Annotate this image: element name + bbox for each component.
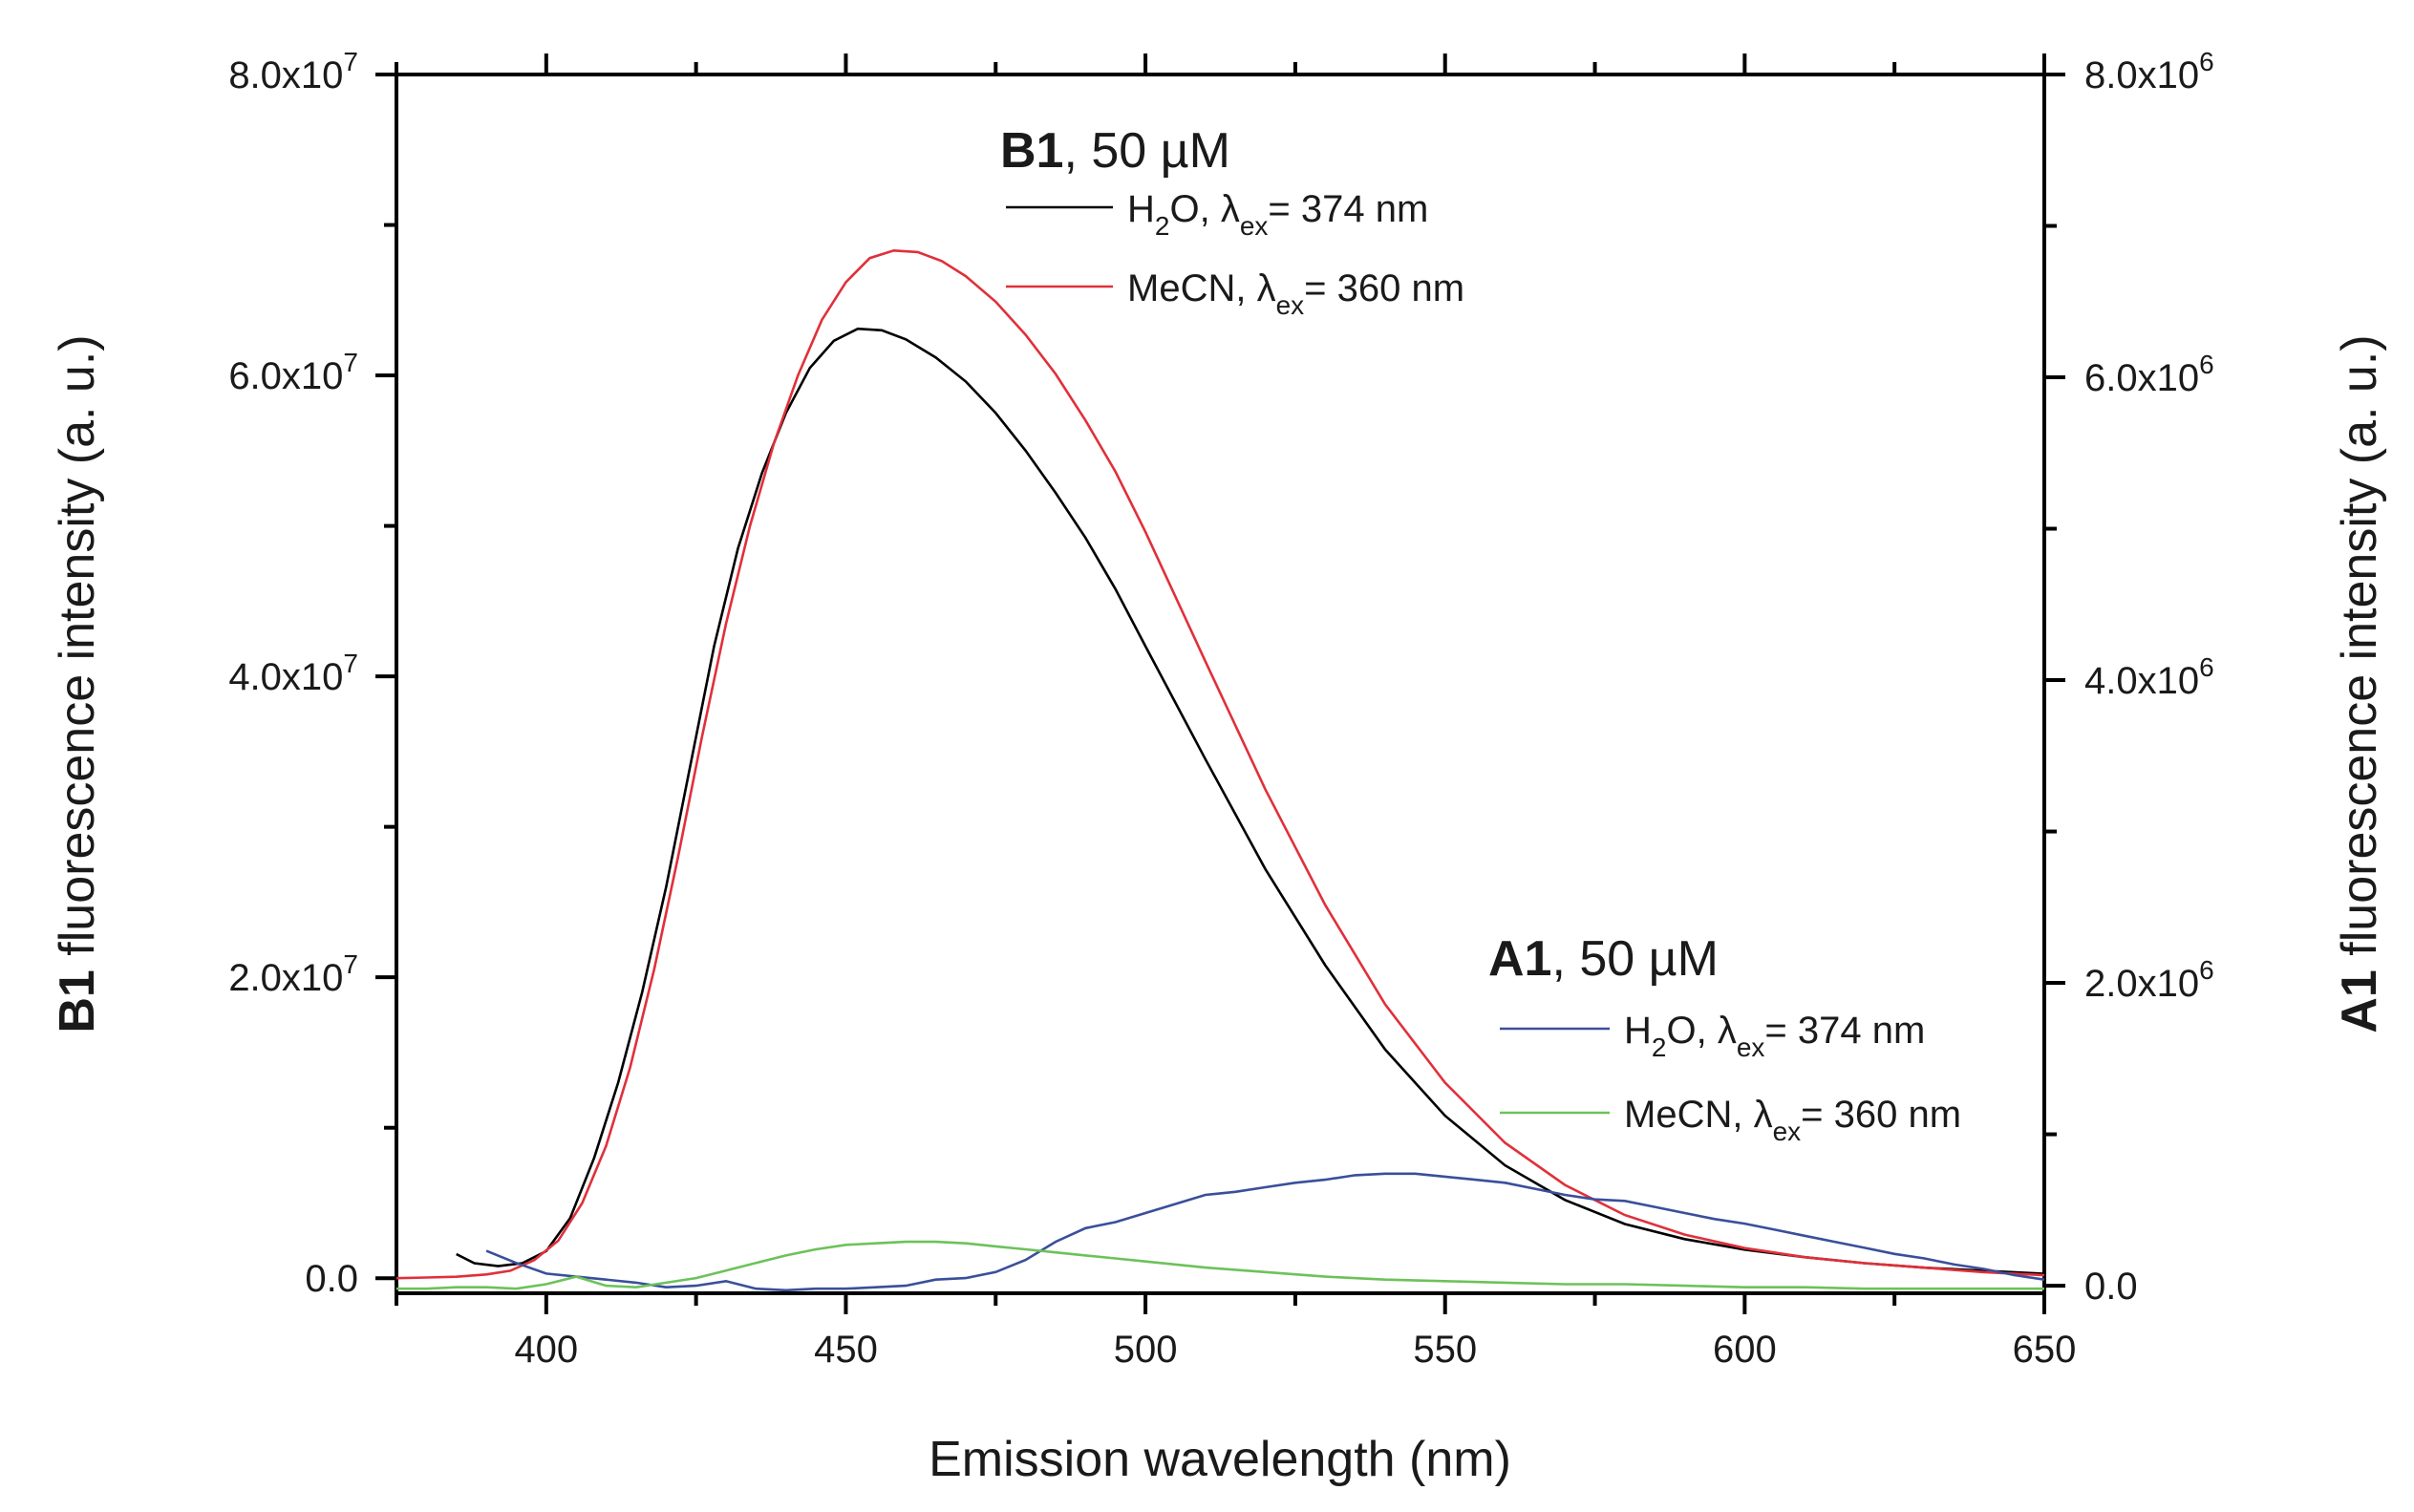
legend-a1-mecn-label: MeCN, λex= 360 nm xyxy=(1624,1094,1961,1146)
legend-b1-h2o-label: H2O, λex= 374 nm xyxy=(1127,188,1428,241)
x-tick-label: 550 xyxy=(1413,1329,1477,1371)
legend-a1-title: A1, 50 µM xyxy=(1488,931,1719,987)
y-left-tick-label: 4.0x107 xyxy=(228,649,358,698)
y-right-tick-label: 6.0x106 xyxy=(2084,350,2214,399)
y-left-tick-label: 8.0x107 xyxy=(228,47,358,96)
y-left-tick-label: 2.0x107 xyxy=(228,949,358,999)
legend-a1-h2o-label: H2O, λex= 374 nm xyxy=(1624,1010,1925,1062)
x-tick-label: 650 xyxy=(2013,1329,2077,1371)
x-tick-label: 400 xyxy=(514,1329,578,1371)
plot-frame xyxy=(395,73,2046,1295)
series-line-a1-mecn xyxy=(396,1240,2044,1290)
x-axis-ticks: 400 450 500 550 600 650 xyxy=(395,53,2077,1371)
series-group xyxy=(395,248,2045,1292)
legend-b1-mecn-label: MeCN, λex= 360 nm xyxy=(1127,267,1464,320)
x-tick-label: 500 xyxy=(1114,1329,1178,1371)
x-axis-title: Emission wavelength (nm) xyxy=(929,1432,1511,1487)
y-right-tick-label: 2.0x106 xyxy=(2084,955,2214,1005)
y-right-axis-ticks: 0.0 2.0x106 4.0x106 6.0x106 8.0x106 xyxy=(2044,47,2214,1308)
plot-area xyxy=(395,73,2046,1295)
legend-b1-title: B1, 50 µM xyxy=(1000,123,1230,179)
y-left-tick-label: 6.0x107 xyxy=(228,348,358,397)
y-right-tick-label: 8.0x106 xyxy=(2084,47,2214,96)
x-tick-label: 600 xyxy=(1713,1329,1777,1371)
legend-b1: B1, 50 µM H2O, λex= 374 nm MeCN, λex= 36… xyxy=(1000,123,1464,320)
x-tick-label: 450 xyxy=(814,1329,878,1371)
legend-a1: A1, 50 µM H2O, λex= 374 nm MeCN, λex= 36… xyxy=(1488,931,1961,1146)
y-left-axis-title: B1 fluorescence intensity (a. u.) xyxy=(50,334,105,1033)
y-left-tick-label: 0.0 xyxy=(305,1258,358,1300)
y-right-tick-label: 4.0x106 xyxy=(2084,652,2214,702)
series-line-a1-h2o xyxy=(485,1172,2045,1292)
series-line-b1-h2o xyxy=(456,327,2045,1275)
y-left-axis-ticks: 0.0 2.0x107 4.0x107 6.0x107 8.0x107 xyxy=(228,47,396,1300)
series-line-b1-mecn xyxy=(395,248,2045,1280)
y-right-axis-title: A1 fluorescence intensity (a. u.) xyxy=(2332,334,2387,1033)
y-right-tick-label: 0.0 xyxy=(2084,1266,2138,1308)
